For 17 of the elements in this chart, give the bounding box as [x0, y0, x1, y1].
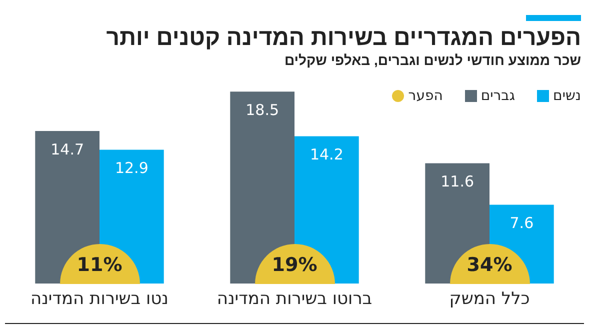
- annotation: הפער: [408, 88, 443, 104]
- annotation: 34%: [466, 254, 514, 276]
- x-tick-label: ברוטו בשירות המדינה: [216, 289, 372, 310]
- data-label: 14.2: [310, 146, 344, 164]
- x-tick-label: נטו בשירות המדינה: [30, 289, 168, 310]
- data-label: 14.7: [50, 140, 84, 158]
- data-label: 18.5: [246, 100, 280, 119]
- x-tick-label: כלל המשק: [449, 289, 530, 310]
- annotation: 19%: [270, 254, 318, 276]
- data-label: 11.6: [440, 172, 474, 191]
- chart-title: הפערים המגדריים בשירות המדינה קטנים יותר: [106, 24, 581, 51]
- legend-label: נשים: [553, 88, 581, 104]
- data-label: 12.9: [114, 159, 148, 178]
- legend-label: גברים: [480, 88, 516, 104]
- data-label: 7.6: [510, 214, 534, 232]
- annotation: 11%: [76, 254, 124, 276]
- chart-subtitle: שכר ממוצע חודשי לנשים וגברים, באלפי שקלים: [284, 52, 581, 68]
